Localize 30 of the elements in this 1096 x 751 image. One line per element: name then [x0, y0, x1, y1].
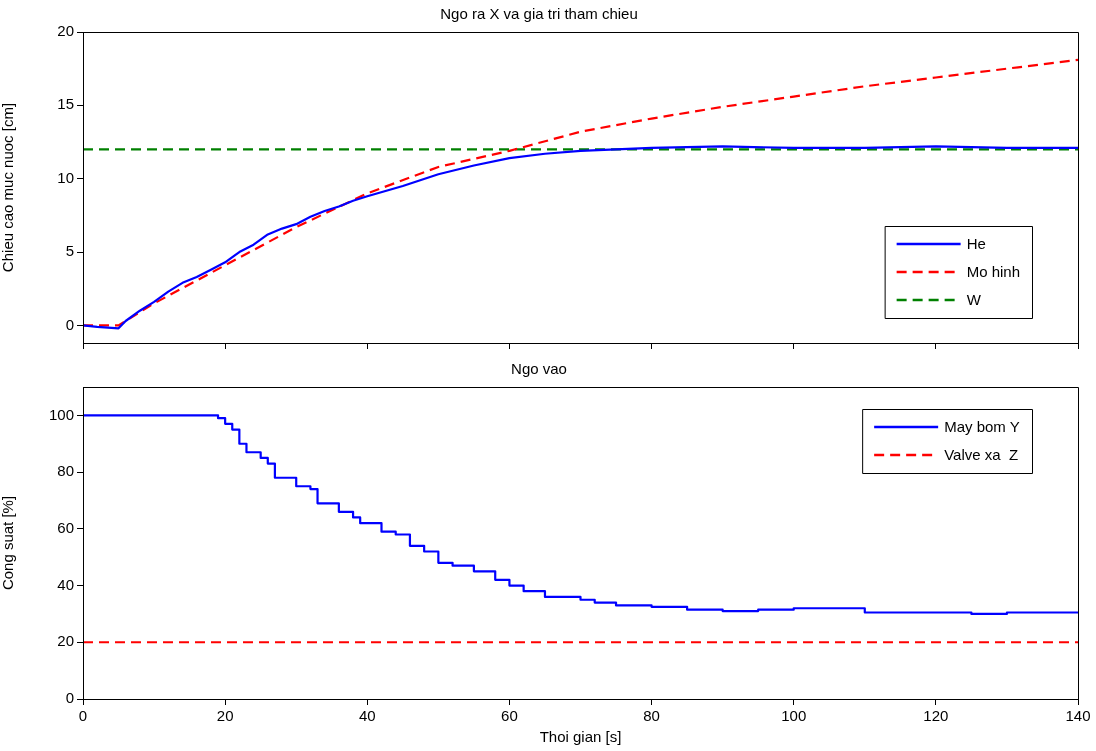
- y-tick-label: 60: [57, 518, 74, 536]
- legend-label: W: [966, 291, 982, 309]
- legend-label: May bom Y: [944, 418, 1020, 436]
- line-series: [83, 58, 1078, 327]
- x-tick-label: 80: [643, 707, 660, 725]
- y-tick-label: 20: [57, 632, 74, 650]
- x-tick-label: 20: [216, 707, 234, 725]
- y-tick-label: 40: [57, 575, 74, 593]
- y-tick-label: 100: [48, 405, 74, 423]
- x-tick-label: 120: [923, 707, 949, 725]
- y-tick-label: 0: [65, 689, 74, 707]
- y-tick-label: 0: [65, 315, 74, 333]
- legend-label: Valve xa Z: [944, 446, 1019, 464]
- y-axis-title: Chieu cao muc nuoc [cm]: [0, 102, 17, 273]
- x-tick-label: 140: [1065, 707, 1091, 725]
- y-tick-label: 5: [65, 242, 74, 260]
- y-tick-label: 10: [57, 168, 74, 186]
- chart-title: Ngo ra X va gia tri tham chieu: [440, 5, 638, 23]
- x-tick-label: 40: [358, 707, 376, 725]
- y-axis-title: Cong suat [%]: [0, 495, 17, 591]
- legend-label: He: [966, 235, 986, 253]
- legend-label: Mo hinh: [966, 263, 1021, 281]
- y-tick-label: 80: [57, 462, 74, 480]
- y-tick-label: 20: [57, 22, 74, 40]
- x-tick-label: 100: [781, 707, 807, 725]
- y-tick-label: 15: [57, 95, 74, 113]
- x-tick-label: 60: [501, 707, 518, 725]
- x-axis-title: Thoi gian [s]: [539, 728, 622, 746]
- chart-title: Ngo vao: [511, 360, 567, 378]
- x-tick-label: 0: [78, 707, 88, 725]
